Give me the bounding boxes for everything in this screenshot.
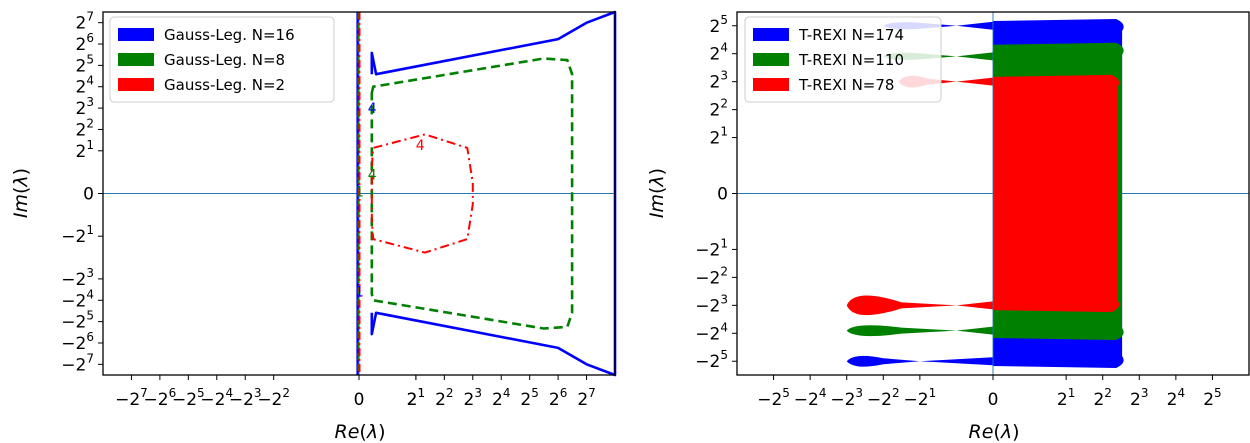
right-plot-marks <box>737 12 1249 375</box>
contour-line <box>370 133 474 254</box>
y-tick-label: −27 <box>61 351 94 375</box>
x-tick-label: 22 <box>435 386 453 410</box>
y-tick-label: 23 <box>76 95 94 119</box>
x-tick-label: 21 <box>1057 386 1075 410</box>
y-tick-label: 0 <box>83 185 94 205</box>
y-tick-label: −25 <box>695 348 728 372</box>
stability-wing-connector <box>956 326 993 335</box>
y-tick-label: −24 <box>695 320 728 344</box>
legend-swatch <box>118 28 154 41</box>
x-tick-label: 25 <box>520 386 538 410</box>
x-tick-label: 24 <box>492 386 510 410</box>
x-tick-label: −22 <box>257 386 290 410</box>
y-tick-label: 0 <box>717 185 728 205</box>
stability-wing <box>846 295 957 316</box>
y-tick-label: −26 <box>61 330 94 354</box>
x-tick-label: −25 <box>757 386 790 410</box>
x-tick-label: 21 <box>407 386 425 410</box>
y-tick-label: 21 <box>76 138 94 162</box>
y-tick-label: 21 <box>710 125 728 149</box>
y-tick-label: −21 <box>695 236 728 260</box>
legend-entry: T-REXI N=78 <box>798 76 894 94</box>
contour-label: 1 <box>355 184 364 200</box>
stability-wing-connector <box>956 52 993 61</box>
x-tick-label: −23 <box>830 386 863 410</box>
x-tick-label: 23 <box>464 386 482 410</box>
x-tick-label: 25 <box>1203 386 1221 410</box>
y-tick-label: 23 <box>710 69 728 93</box>
stability-wing-connector <box>956 21 993 30</box>
left-legend: Gauss-Leg. N=16 Gauss-Leg. N=8 Gauss-Leg. … <box>109 16 335 103</box>
right-x-ticks: −25 −24 −23 −22 −21 0 21 22 23 24 25 <box>757 375 1222 410</box>
legend-swatch <box>753 53 789 66</box>
y-tick-label: 24 <box>710 41 728 65</box>
legend-box <box>744 16 942 103</box>
legend-swatch <box>753 28 789 41</box>
legend-swatch <box>118 78 154 91</box>
x-tick-label: 23 <box>1130 386 1148 410</box>
legend-swatch <box>118 53 154 66</box>
x-tick-label: −23 <box>229 386 262 410</box>
x-tick-label: 22 <box>1093 386 1111 410</box>
legend-entry: T-REXI N=174 <box>798 26 904 44</box>
right-y-axis-label: Im(λ) <box>646 168 668 218</box>
y-tick-label: 27 <box>76 10 94 34</box>
y-tick-label: 22 <box>710 97 728 121</box>
x-tick-label: −26 <box>144 386 177 410</box>
x-tick-label: −22 <box>867 386 900 410</box>
contour-label: 4 <box>416 138 425 154</box>
x-tick-label: 21 <box>407 386 425 410</box>
left-y-axis-label: Im(λ) <box>10 168 32 218</box>
legend-entry: Gauss-Leg. N=16 <box>164 26 295 44</box>
x-tick-label: −25 <box>172 386 205 410</box>
legend-entry: Gauss-Leg. N=2 <box>164 76 285 94</box>
right-plot: −25 −24 −23 −22 −21 0 21 22 23 24 25 25242322210−2… <box>646 11 1250 443</box>
x-tick-label: −21 <box>904 386 937 410</box>
x-tick-label: 0 <box>988 390 999 410</box>
contour-line <box>370 57 574 330</box>
y-tick-label: 22 <box>76 116 94 140</box>
contour-label: 4 <box>368 167 377 183</box>
right-legend: T-REXI N=174 T-REXI N=110 T-REXI N=78 <box>744 16 942 103</box>
x-tick-label: −24 <box>200 386 233 410</box>
stability-region <box>993 74 1120 313</box>
left-x-ticks: −27−26−25−24−23−22 210 21 22 23 24 25 26 27 <box>115 375 596 410</box>
x-tick-label: 24 <box>1167 386 1185 410</box>
x-tick-label: −27 <box>115 386 148 410</box>
right-y-ticks: 25 24 23 22 21 0 −21 −22 −23 −24 −25 <box>695 13 737 372</box>
contour-label: 1 <box>355 284 364 300</box>
x-tick-label: 0 <box>354 390 365 410</box>
legend-entry: T-REXI N=110 <box>798 51 904 69</box>
stability-wing <box>846 325 957 337</box>
y-tick-label: 25 <box>76 52 94 76</box>
stability-wing-connector <box>919 357 993 366</box>
right-x-axis-label: Re(λ) <box>969 421 1020 443</box>
y-tick-label: 26 <box>76 31 94 55</box>
legend-entry: Gauss-Leg. N=8 <box>164 51 285 69</box>
y-tick-label: 24 <box>76 74 94 98</box>
y-tick-label: −24 <box>61 287 94 311</box>
y-tick-label: −21 <box>61 223 94 247</box>
stability-wing-connector <box>956 77 993 86</box>
contour-label: 4 <box>368 101 377 117</box>
y-tick-label: 25 <box>710 13 728 37</box>
legend-swatch <box>753 78 789 91</box>
y-tick-label: −23 <box>61 266 94 290</box>
x-tick-label: 27 <box>577 386 595 410</box>
y-tick-label: −23 <box>695 292 728 316</box>
x-tick-label: 26 <box>549 386 567 410</box>
stability-wing-connector <box>956 301 993 310</box>
legend-box <box>109 16 335 103</box>
left-x-axis-label: Re(λ) <box>335 421 386 443</box>
stability-wing <box>846 355 920 367</box>
y-tick-label: −22 <box>695 264 728 288</box>
y-tick-label: −25 <box>61 309 94 333</box>
x-tick-label: −24 <box>794 386 827 410</box>
